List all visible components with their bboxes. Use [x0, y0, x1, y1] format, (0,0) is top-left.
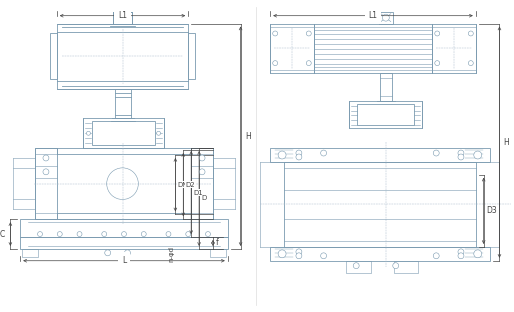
Circle shape: [321, 150, 326, 156]
Bar: [314, 24, 432, 73]
Bar: [394, 261, 418, 273]
Text: L: L: [122, 256, 126, 265]
Circle shape: [43, 155, 49, 161]
Circle shape: [468, 31, 473, 36]
Bar: [357, 104, 414, 125]
Circle shape: [433, 150, 439, 156]
Circle shape: [121, 232, 126, 236]
Circle shape: [105, 250, 111, 256]
Text: C: C: [0, 230, 5, 239]
Bar: [350, 101, 423, 128]
Text: n-φd: n-φd: [169, 246, 174, 262]
Bar: [188, 33, 195, 79]
Circle shape: [199, 155, 205, 161]
Bar: [35, 148, 213, 219]
Circle shape: [296, 253, 302, 259]
Circle shape: [393, 263, 399, 269]
Bar: [210, 249, 226, 257]
Circle shape: [468, 61, 473, 66]
Circle shape: [353, 263, 359, 269]
Text: L1: L1: [118, 11, 127, 20]
Text: D: D: [201, 196, 206, 202]
Circle shape: [124, 250, 131, 256]
Circle shape: [435, 61, 439, 66]
Bar: [22, 249, 38, 257]
Text: H: H: [246, 132, 251, 141]
Bar: [379, 12, 393, 24]
Circle shape: [458, 150, 464, 156]
Circle shape: [306, 31, 311, 36]
Circle shape: [38, 232, 43, 236]
Text: D1: D1: [193, 190, 203, 196]
Circle shape: [382, 14, 389, 21]
Bar: [20, 219, 228, 237]
Circle shape: [321, 253, 326, 259]
Bar: [50, 33, 57, 79]
Bar: [284, 162, 476, 247]
Circle shape: [458, 249, 464, 255]
Bar: [380, 73, 392, 101]
Bar: [93, 121, 155, 145]
Bar: [432, 24, 476, 73]
Circle shape: [296, 249, 302, 255]
Circle shape: [273, 61, 278, 66]
Bar: [270, 24, 314, 73]
Bar: [346, 261, 371, 273]
Circle shape: [458, 154, 464, 160]
Bar: [270, 247, 490, 261]
Circle shape: [199, 169, 205, 175]
Circle shape: [77, 232, 82, 236]
Text: f: f: [216, 238, 218, 247]
Circle shape: [474, 151, 482, 159]
Circle shape: [102, 232, 107, 236]
Text: D3: D3: [487, 206, 498, 215]
Circle shape: [278, 250, 286, 258]
Text: L1: L1: [369, 11, 377, 20]
Circle shape: [57, 232, 62, 236]
Circle shape: [86, 131, 90, 135]
Circle shape: [278, 151, 286, 159]
Circle shape: [458, 253, 464, 259]
Circle shape: [186, 232, 191, 236]
Text: H: H: [503, 138, 509, 147]
Circle shape: [120, 15, 125, 21]
Circle shape: [433, 253, 439, 259]
Bar: [191, 148, 213, 219]
Circle shape: [296, 150, 302, 156]
Text: DN: DN: [177, 182, 188, 188]
Bar: [113, 12, 132, 24]
Circle shape: [206, 232, 210, 236]
Circle shape: [141, 232, 146, 236]
Circle shape: [166, 232, 171, 236]
Bar: [57, 24, 188, 89]
Bar: [115, 89, 131, 119]
Circle shape: [296, 154, 302, 160]
Bar: [83, 119, 163, 148]
Circle shape: [43, 169, 49, 175]
Circle shape: [306, 61, 311, 66]
Circle shape: [474, 250, 482, 258]
Bar: [20, 237, 228, 249]
Circle shape: [273, 31, 278, 36]
Text: D2: D2: [185, 182, 195, 188]
Bar: [270, 148, 490, 162]
Circle shape: [435, 31, 439, 36]
Bar: [35, 148, 57, 219]
Circle shape: [157, 131, 160, 135]
